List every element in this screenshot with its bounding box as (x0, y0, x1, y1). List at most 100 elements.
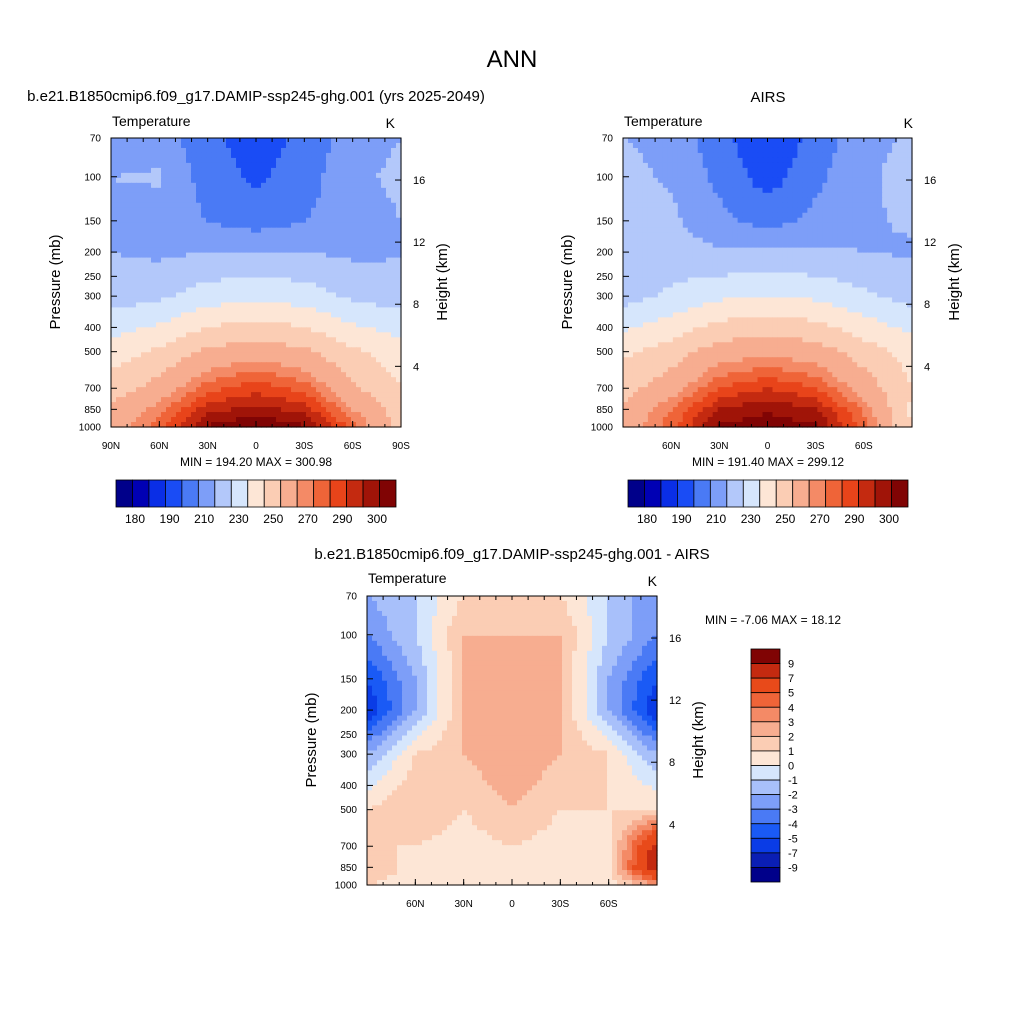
contour-cell (246, 312, 252, 318)
contour-cell (316, 332, 322, 338)
contour-cell (151, 248, 157, 254)
contour-cell (306, 372, 312, 378)
contour-cell (276, 228, 282, 234)
contour-cell (887, 233, 893, 239)
contour-cell (156, 317, 162, 323)
contour-cell (628, 263, 634, 269)
contour-cell (276, 317, 282, 323)
contour-cell (301, 302, 307, 308)
contour-cell (708, 143, 714, 149)
contour-cell (166, 208, 172, 214)
contour-cell (623, 198, 629, 204)
contour-cell (231, 268, 237, 274)
contour-cell (733, 168, 739, 174)
contour-cell (161, 248, 167, 254)
contour-cell (872, 153, 878, 159)
contour-cell (882, 188, 888, 194)
contour-cell (807, 153, 813, 159)
contour-cell (226, 208, 232, 214)
contour-cell (708, 198, 714, 204)
contour-cell (698, 163, 704, 169)
contour-cell (391, 347, 397, 353)
contour-cell (166, 203, 172, 209)
contour-cell (291, 397, 297, 403)
contour-cell (286, 208, 292, 214)
contour-cell (206, 417, 212, 423)
contour-cell (181, 253, 187, 259)
contour-cell (703, 148, 709, 154)
contour-cell (852, 218, 858, 224)
contour-cell (867, 208, 873, 214)
contour-cell (678, 223, 684, 229)
contour-cell (206, 297, 212, 303)
contour-cell (743, 193, 749, 199)
contour-cell (703, 198, 709, 204)
contour-cell (141, 377, 147, 383)
contour-cell (321, 168, 327, 174)
contour-cell (381, 352, 387, 358)
colorbar-swatch (149, 480, 165, 507)
contour-cell (336, 153, 342, 159)
contour-cell (161, 283, 167, 289)
contour-cell (628, 253, 634, 259)
contour-cell (136, 347, 142, 353)
contour-cell (266, 213, 272, 219)
contour-cell (897, 178, 903, 184)
contour-cell (176, 357, 182, 363)
contour-cell (161, 387, 167, 393)
contour-cell (316, 387, 322, 393)
contour-cell (376, 402, 382, 408)
contour-cell (191, 292, 197, 298)
contour-cell (311, 283, 317, 289)
contour-cell (191, 158, 197, 164)
contour-cell (126, 178, 132, 184)
contour-cell (141, 203, 147, 209)
contour-cell (346, 292, 352, 298)
contour-cell (787, 143, 793, 149)
contour-cell (862, 188, 868, 194)
contour-cell (361, 357, 367, 363)
contour-cell (772, 248, 778, 254)
contour-cell (381, 183, 387, 189)
contour-cell (301, 193, 307, 199)
contour-cell (251, 273, 257, 279)
contour-cell (658, 188, 664, 194)
contour-cell (236, 402, 242, 408)
contour-cell (151, 292, 157, 298)
contour-cell (211, 233, 217, 239)
contour-cell (708, 213, 714, 219)
contour-cell (832, 158, 838, 164)
contour-cell (241, 302, 247, 308)
height-tick-label: 8 (413, 299, 419, 311)
contour-cell (151, 382, 157, 388)
contour-cell (166, 268, 172, 274)
contour-cell (777, 248, 783, 254)
contour-cell (812, 158, 818, 164)
contour-cell (638, 248, 644, 254)
contour-cell (261, 317, 267, 323)
contour-cell (857, 223, 863, 229)
contour-cell (141, 223, 147, 229)
contour-cell (211, 273, 217, 279)
contour-cell (693, 193, 699, 199)
contour-cell (336, 287, 342, 293)
contour-cell (296, 148, 302, 154)
contour-cell (221, 163, 227, 169)
contour-cell (181, 292, 187, 298)
contour-cell (802, 248, 808, 254)
contour-cell (376, 243, 382, 249)
contour-cell (266, 178, 272, 184)
contour-cell (366, 322, 372, 328)
contour-cell (291, 163, 297, 169)
contour-cell (847, 178, 853, 184)
contour-cell (206, 307, 212, 313)
contour-cell (326, 382, 332, 388)
contour-cell (316, 238, 322, 244)
contour-cell (341, 173, 347, 179)
contour-cell (256, 238, 262, 244)
contour-cell (381, 278, 387, 284)
contour-cell (638, 198, 644, 204)
contour-cell (693, 218, 699, 224)
contour-cell (111, 228, 117, 234)
contour-cell (698, 138, 704, 144)
